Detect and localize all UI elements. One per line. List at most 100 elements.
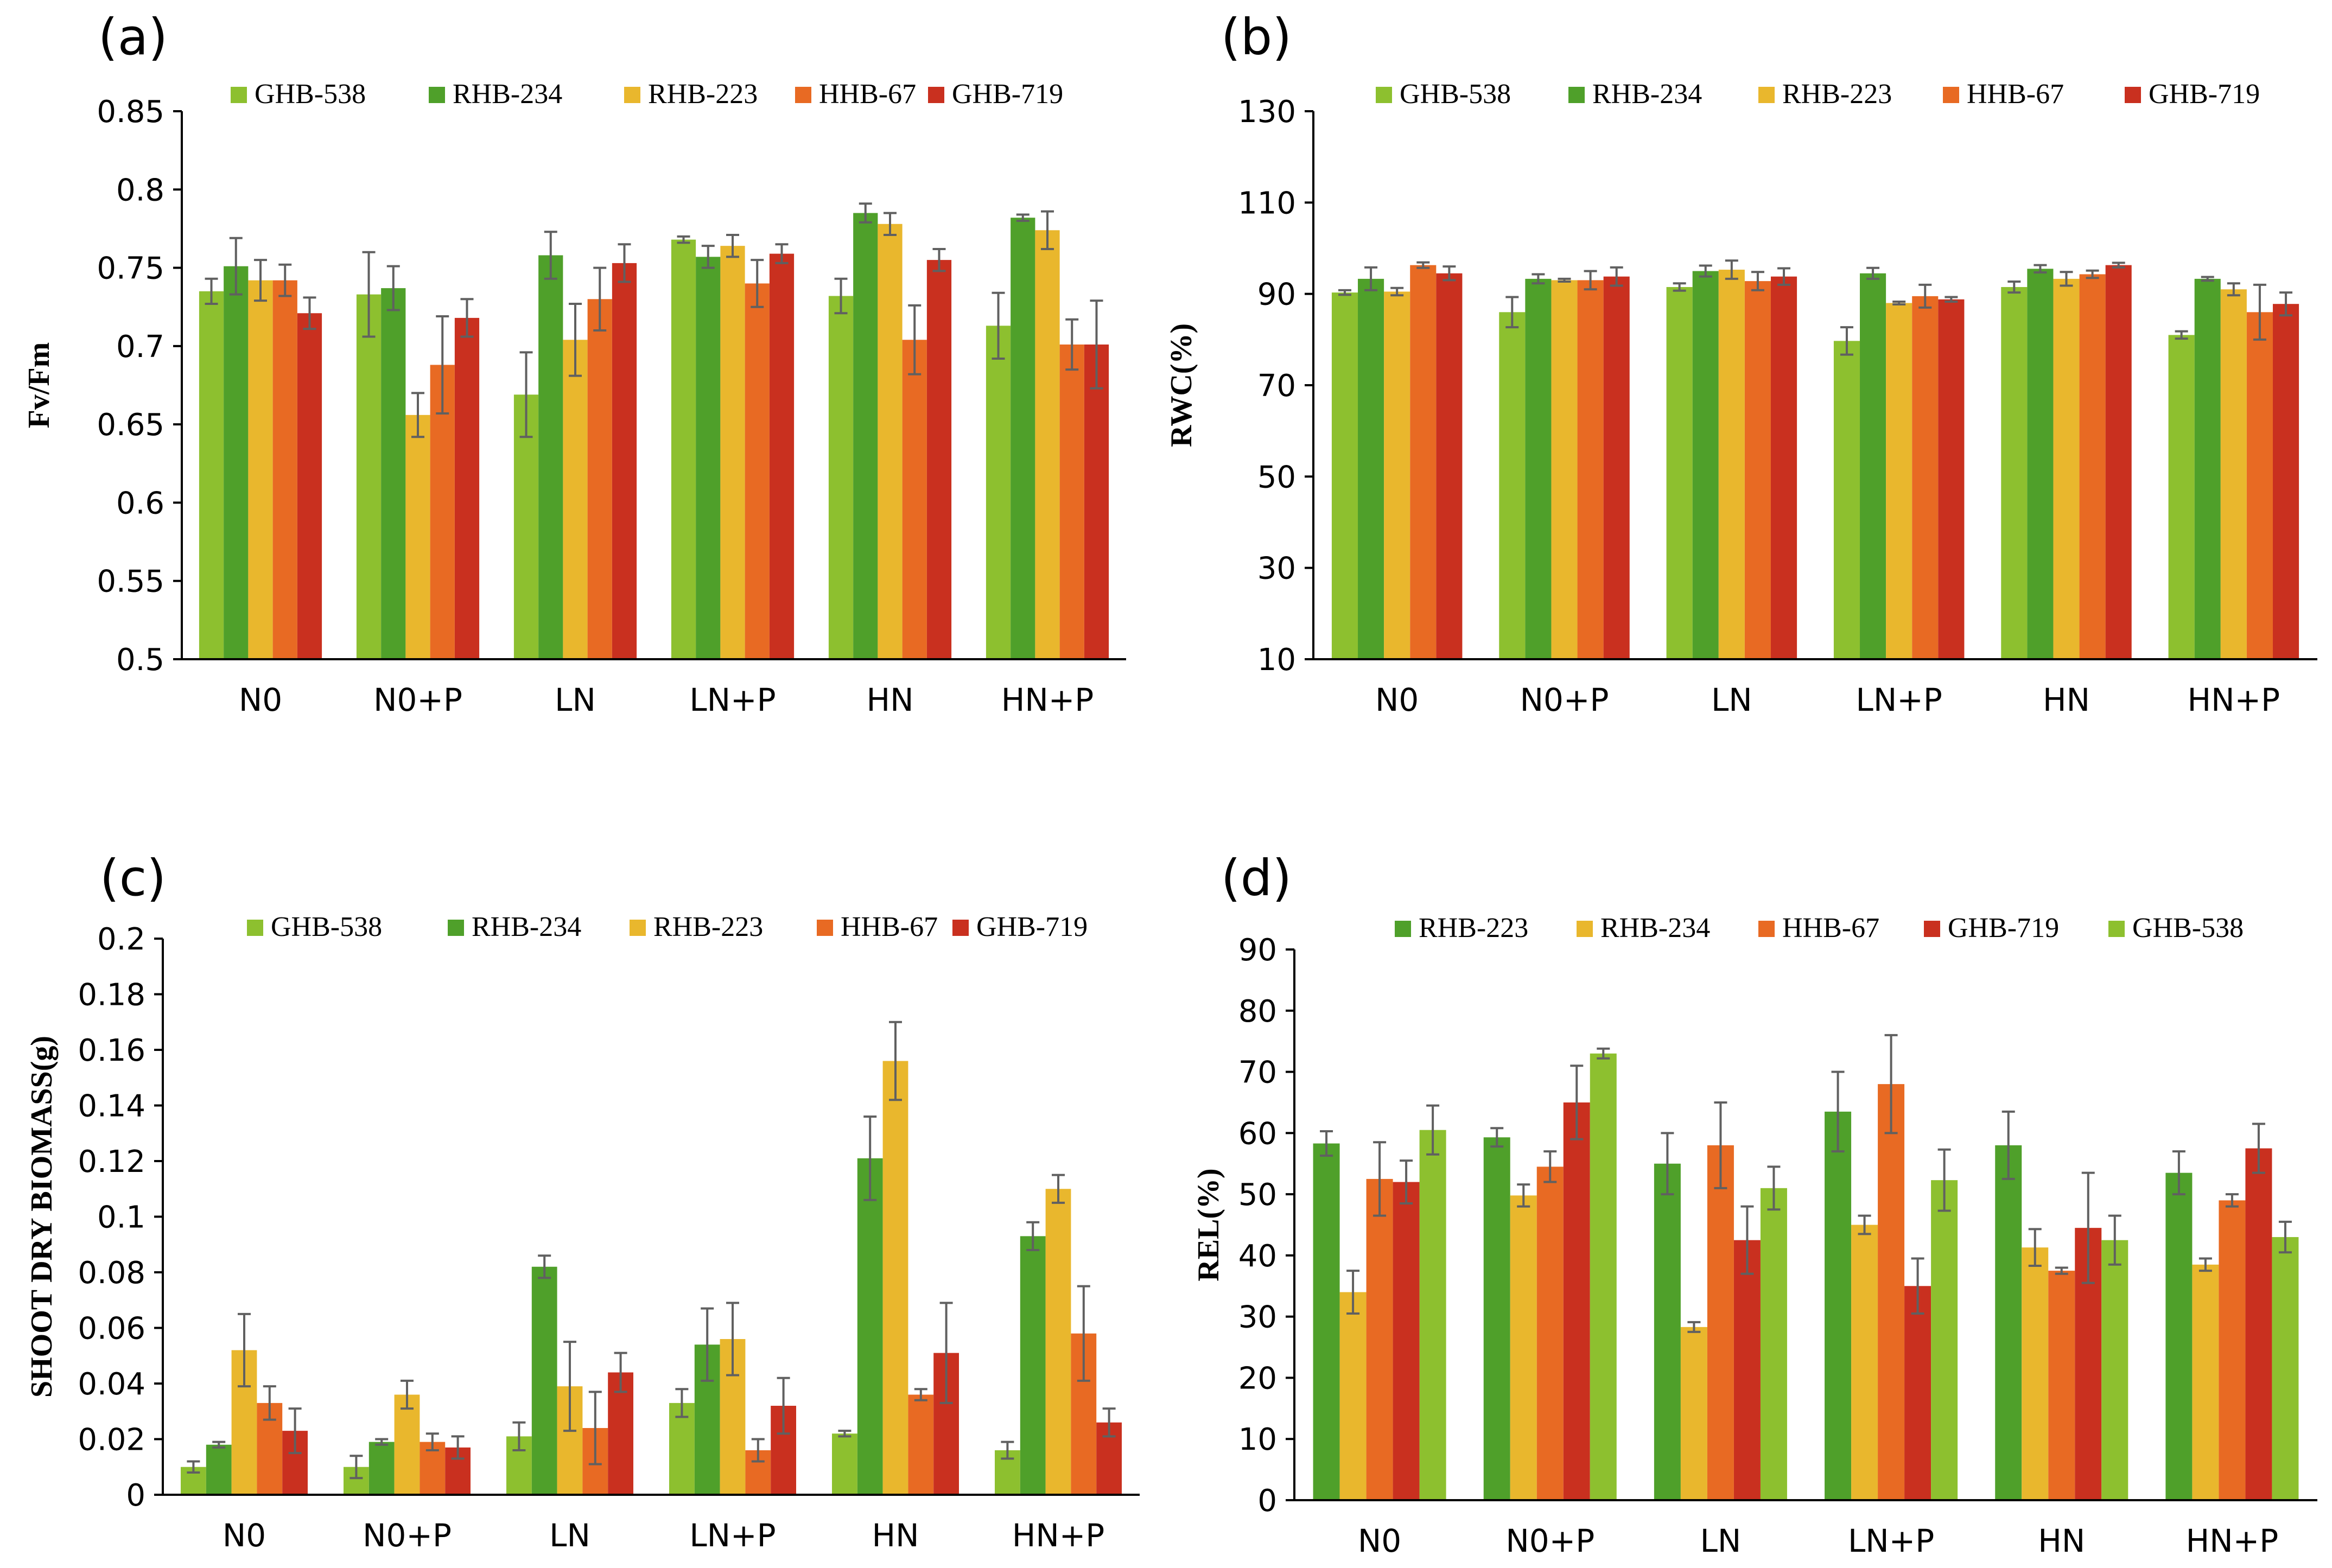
y-tick-label: 70 — [1238, 1055, 1277, 1091]
chart-panel-a: (a) Fv/Fm 0.5 0.55 0.6 0.65 0.7 0.75 0.8 0.85 N0 N0… — [22, 8, 1126, 718]
bar-HHB-67-HN — [2048, 1271, 2075, 1500]
x-tick-label: LN — [1700, 1522, 1742, 1559]
chart-panel-b: (b) RWC(%) 10 30 50 70 90 110 130 N0 N0+P LN LN+P HN H… — [1165, 8, 2317, 718]
y-tick-label: 0.55 — [97, 564, 164, 600]
bar-RHB-223-N0+P — [1551, 280, 1578, 659]
bar-GHB-719-N0 — [1393, 1182, 1420, 1500]
bar-GHB-719-HN — [926, 260, 952, 660]
bar-HHB-67-LN — [1744, 281, 1771, 659]
y-tick-label: 0.04 — [78, 1367, 145, 1402]
legend-label-RHB-234: RHB-234 — [453, 79, 562, 110]
x-tick-label: LN+P — [689, 681, 776, 718]
bar-GHB-719-HN — [2105, 265, 2132, 659]
y-tick-label: 90 — [1238, 933, 1277, 968]
y-tick-label: 0.06 — [78, 1311, 145, 1347]
legend-swatch-RHB-234 — [448, 920, 464, 936]
legend-swatch-GHB-719 — [952, 920, 969, 936]
bar-RHB-234-LN+P — [1860, 273, 1886, 660]
legend-swatch-HHB-67 — [1758, 921, 1775, 937]
x-tick-label: HN — [872, 1517, 919, 1554]
bar-HHB-67-N0+P — [1536, 1167, 1564, 1500]
bar-GHB-538-LN — [513, 394, 539, 659]
panel-label: (c) — [100, 849, 166, 907]
y-tick-label: 0.08 — [78, 1255, 145, 1291]
bar-RHB-234-N0+P — [1510, 1195, 1537, 1500]
bar-RHB-234-N0 — [224, 266, 249, 660]
legend-swatch-GHB-719 — [2125, 87, 2141, 103]
y-tick-label: 0.12 — [78, 1144, 145, 1180]
bar-GHB-719-N0 — [1436, 273, 1463, 660]
x-tick-label: N0 — [1375, 681, 1419, 718]
bar-GHB-538-N0+P — [356, 294, 382, 659]
legend-label-RHB-223: RHB-223 — [1782, 79, 1892, 110]
legend-swatch-RHB-223 — [630, 920, 646, 936]
legend-label-GHB-719: GHB-719 — [976, 912, 1088, 942]
bar-HHB-67-LN+P — [745, 283, 770, 659]
bar-RHB-223-N0+P — [405, 415, 430, 659]
bar-GHB-538-HN+P — [2272, 1237, 2299, 1500]
bar-RHB-234-N0+P — [368, 1442, 395, 1495]
bar-GHB-719-LN — [1733, 1240, 1761, 1500]
y-tick-label: 10 — [1257, 642, 1296, 678]
bar-RHB-234-N0 — [206, 1444, 232, 1495]
legend-swatch-GHB-538 — [2108, 921, 2125, 937]
legend-label-HHB-67: HHB-67 — [1782, 913, 1879, 944]
bar-RHB-234-HN+P — [1020, 1236, 1046, 1495]
bar-RHB-223-HN — [882, 1061, 908, 1495]
bar-GHB-719-HN+P — [1084, 344, 1109, 659]
bar-RHB-234-N0 — [1358, 278, 1384, 659]
bar-GHB-719-N0 — [297, 313, 322, 659]
bar-GHB-538-HN — [2101, 1240, 2128, 1500]
bar-GHB-538-N0 — [199, 291, 224, 659]
legend-label-HHB-67: HHB-67 — [819, 79, 916, 110]
bar-RHB-223-HN — [1995, 1145, 2022, 1500]
bar-GHB-538-N0+P — [1499, 312, 1526, 659]
y-tick-label: 0.85 — [97, 94, 164, 130]
bar-RHB-223-HN+P — [2220, 289, 2247, 659]
bar-GHB-719-N0+P — [1563, 1102, 1590, 1500]
bar-HHB-67-LN — [587, 299, 612, 659]
legend-label-GHB-719: GHB-719 — [2149, 79, 2260, 110]
x-tick-label: LN — [1711, 681, 1752, 718]
legend-label-GHB-719: GHB-719 — [1948, 913, 2059, 944]
legend-swatch-RHB-234 — [1568, 87, 1585, 103]
y-axis-label: RWC(%) — [1165, 323, 1198, 447]
y-tick-label: 80 — [1238, 994, 1277, 1029]
y-tick-label: 70 — [1257, 368, 1296, 404]
x-tick-label: N0+P — [1505, 1522, 1594, 1559]
panel-label: (a) — [98, 8, 168, 66]
x-tick-label: HN+P — [1001, 681, 1094, 718]
bar-HHB-67-N0+P — [1577, 280, 1604, 659]
y-tick-label: 50 — [1257, 460, 1296, 495]
legend-swatch-RHB-223 — [1758, 87, 1775, 103]
chart-panel-d: (d) REL(%) 0 10 20 30 40 50 60 70 80 90 N0 N0+P LN LN+P… — [1192, 849, 2317, 1559]
legend-label-HHB-67: HHB-67 — [841, 912, 938, 942]
bar-HHB-67-HN+P — [2219, 1200, 2246, 1500]
x-tick-label: HN — [867, 681, 914, 718]
legend-label-RHB-223: RHB-223 — [653, 912, 763, 942]
bar-RHB-223-LN+P — [1886, 303, 1912, 659]
legend-swatch-RHB-223 — [1395, 921, 1411, 937]
x-tick-label: N0 — [1358, 1522, 1401, 1559]
legend-label-GHB-538: GHB-538 — [255, 79, 366, 110]
y-tick-label: 30 — [1238, 1300, 1277, 1335]
legend-label-RHB-234: RHB-234 — [1600, 913, 1710, 944]
bar-GHB-538-LN+P — [669, 1403, 695, 1495]
x-tick-label: HN — [2038, 1522, 2085, 1559]
y-axis-label: Fv/Fm — [22, 342, 56, 429]
legend-label-GHB-538: GHB-538 — [2132, 913, 2244, 944]
y-axis-label: REL(%) — [1192, 1168, 1225, 1281]
legend-label-GHB-538: GHB-538 — [271, 912, 382, 942]
legend-swatch-GHB-719 — [1924, 921, 1940, 937]
bar-RHB-223-LN — [1718, 270, 1745, 659]
bar-RHB-223-N0+P — [1483, 1137, 1510, 1500]
y-tick-label: 20 — [1238, 1361, 1277, 1396]
bar-RHB-234-LN — [538, 255, 563, 659]
bar-GHB-538-LN — [1666, 287, 1693, 659]
x-tick-label: HN — [2043, 681, 2090, 718]
bar-RHB-234-HN+P — [2192, 1264, 2219, 1500]
legend-label-HHB-67: HHB-67 — [1967, 79, 2064, 110]
bar-GHB-719-N0+P — [1603, 276, 1630, 659]
y-tick-label: 50 — [1238, 1177, 1277, 1213]
x-tick-label: LN — [549, 1517, 590, 1554]
